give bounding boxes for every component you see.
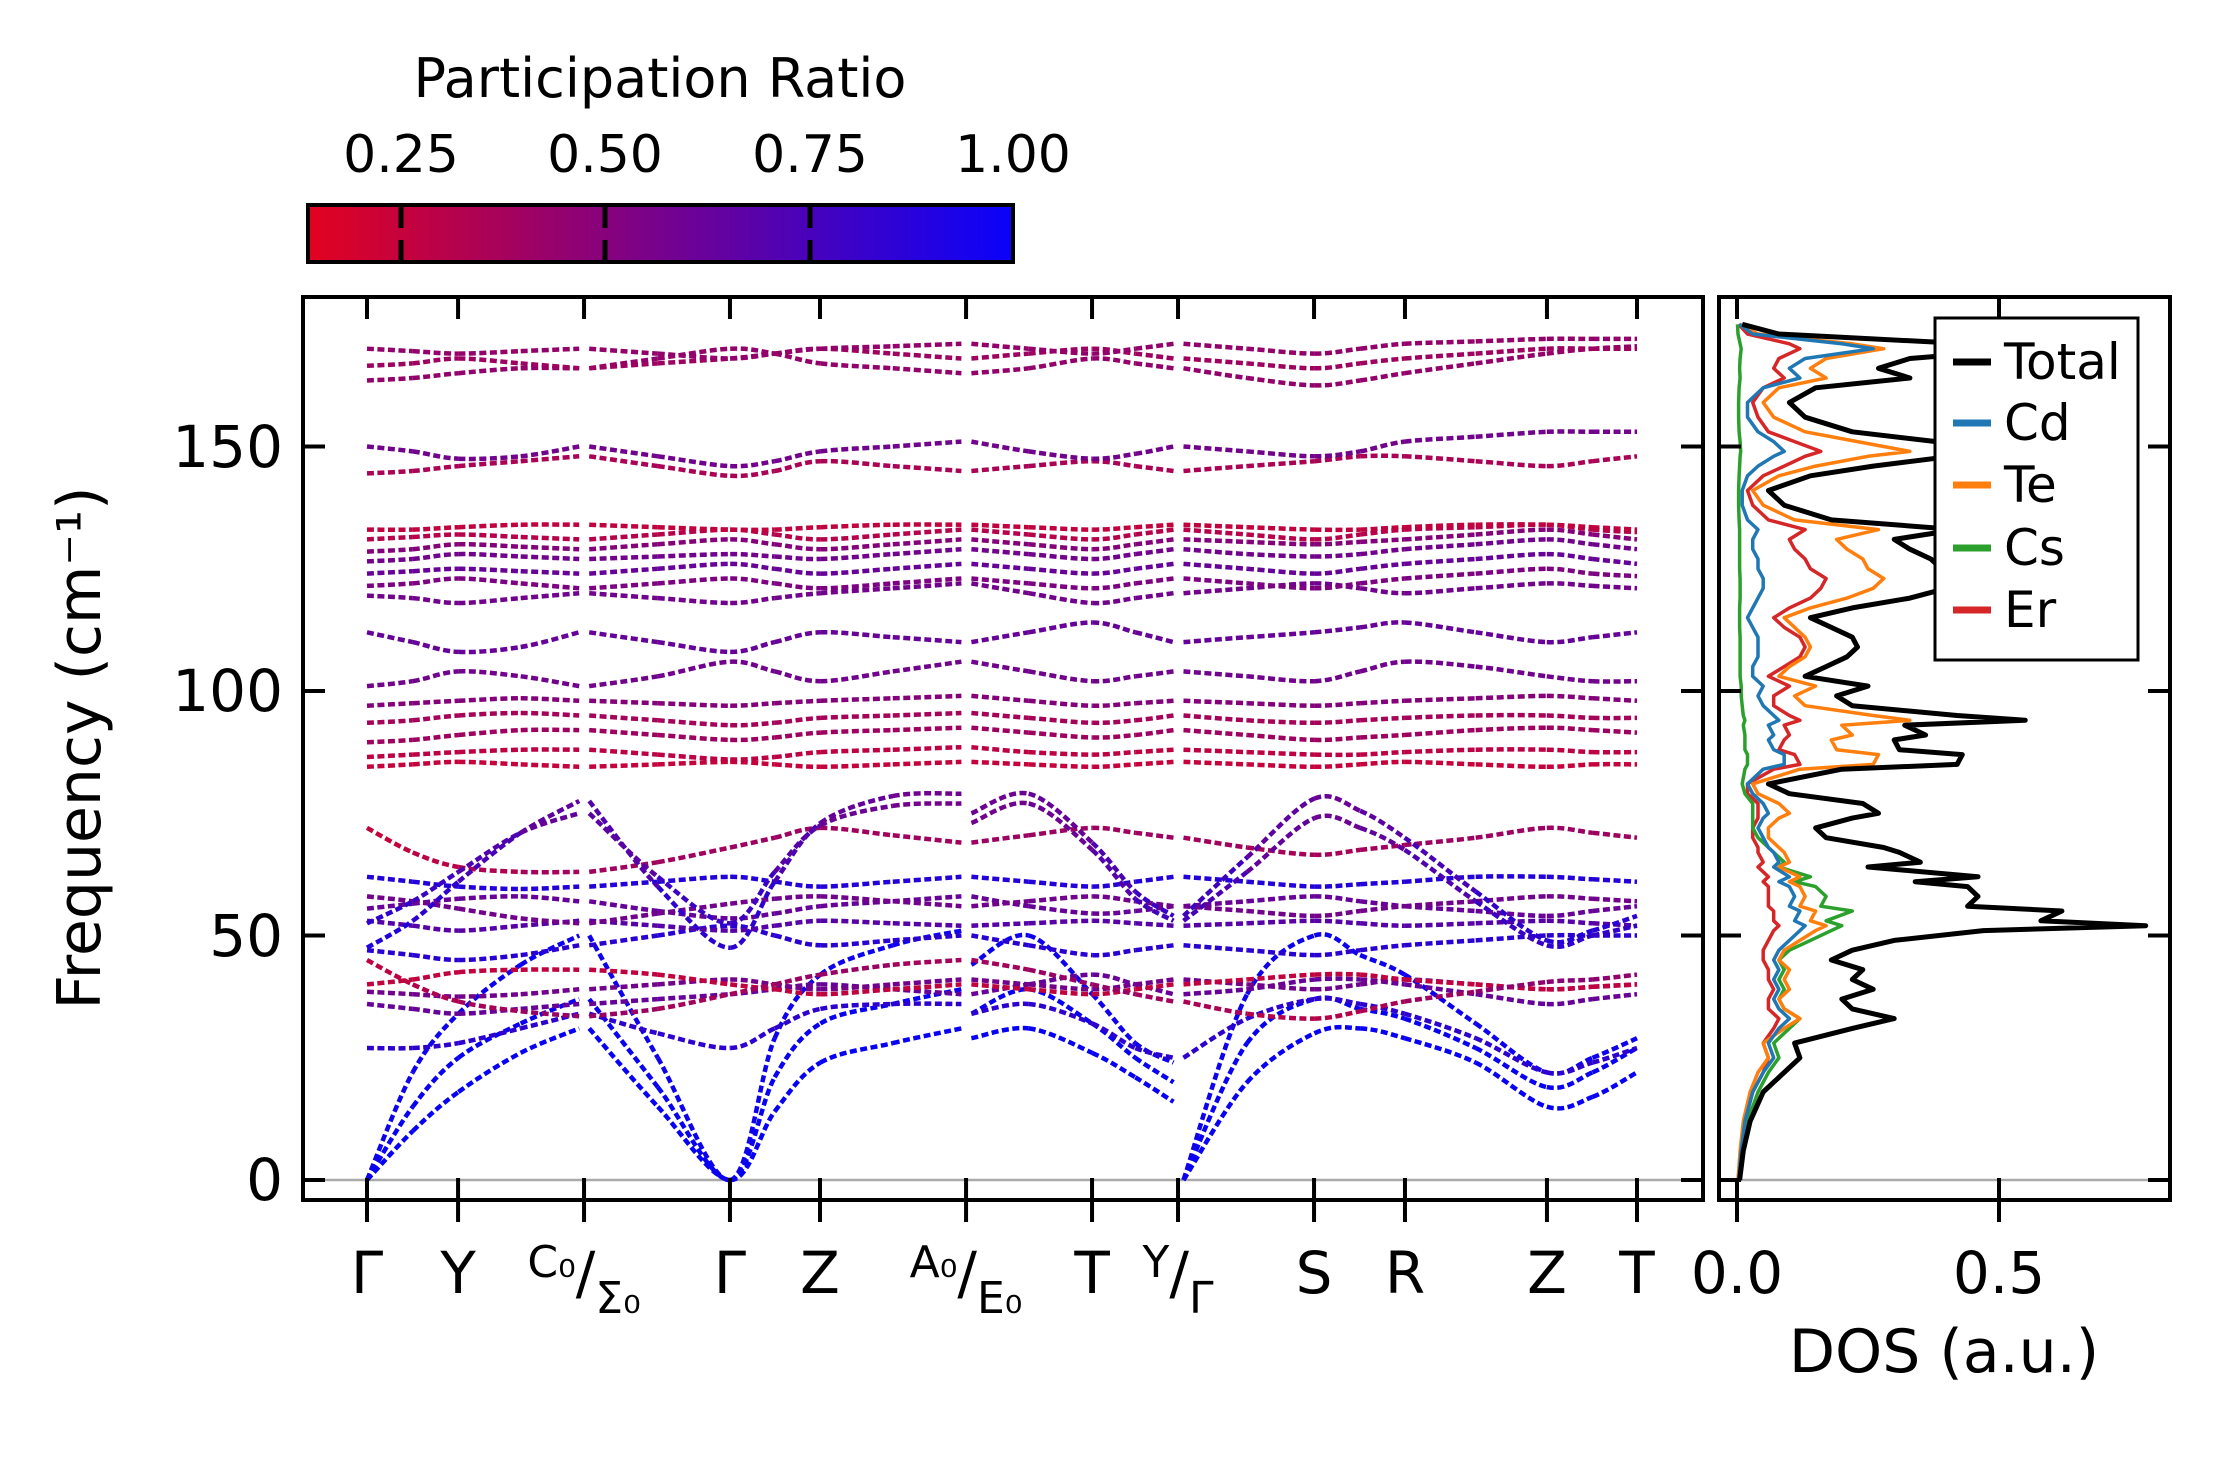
phonon-band-segment: [1593, 879, 1638, 881]
ytick-label: 100: [172, 657, 283, 725]
phonon-band-segment: [1360, 735, 1405, 738]
phonon-band-segment: [1360, 718, 1405, 720]
phonon-band-segment: [730, 738, 775, 740]
phonon-band-segment: [893, 923, 962, 925]
xtick-label: Γ: [351, 1239, 383, 1307]
colorbar-tick-label: 0.75: [752, 125, 868, 185]
phonon-band-segment: [1593, 527, 1638, 529]
phonon-band-segment: [893, 747, 962, 750]
phonon-band-segment: [893, 344, 962, 347]
phonon-band-segment: [730, 723, 775, 725]
phonon-band-segment: [1360, 923, 1405, 925]
legend-label-cd: Cd: [2004, 394, 2071, 452]
phonon-band-segment: [1360, 752, 1405, 755]
phonon-band-segment: [1092, 735, 1135, 738]
legend-label-total: Total: [2003, 333, 2121, 391]
colorbar-title: Participation Ratio: [414, 47, 907, 110]
colorbar-tick-label: 0.50: [547, 125, 663, 185]
phonon-band-segment: [1593, 899, 1638, 902]
phonon-band-segment: [1360, 882, 1405, 885]
phonon-band-segment: [1593, 730, 1638, 733]
colorbar-tick-label: 1.00: [955, 125, 1071, 185]
phonon-band-segment: [893, 728, 962, 730]
phonon-band-segment: [893, 696, 962, 698]
dos-axis-label: DOS (a.u.): [1789, 1317, 2099, 1387]
phonon-band-segment: [730, 554, 775, 556]
ytick-label: 150: [172, 413, 283, 481]
phonon-band-segment: [1593, 586, 1638, 588]
legend-label-cs: Cs: [2004, 519, 2065, 577]
phonon-band-segment: [1092, 527, 1135, 529]
xtick-label: T: [1618, 1239, 1655, 1307]
legend-label-te: Te: [2003, 456, 2057, 514]
phonon-band-segment: [730, 757, 775, 760]
dos-xtick-label: 0.0: [1691, 1239, 1783, 1307]
xtick-label: Z: [800, 1239, 840, 1307]
phonon-band-segment: [1360, 539, 1405, 542]
dos-xtick-label: 0.5: [1953, 1239, 2045, 1307]
phonon-band-segment: [1092, 752, 1135, 755]
phonon-band-segment: [1593, 698, 1638, 701]
phonon-band-segment: [1360, 527, 1405, 529]
phonon-band-segment: [1092, 764, 1135, 766]
phonon-band-segment: [893, 713, 962, 716]
phonon-band-segment: [1360, 762, 1405, 765]
ytick-label: 50: [209, 902, 283, 970]
colorbar-gradient-bar: [308, 205, 1013, 262]
xtick-label: T: [1073, 1239, 1110, 1307]
phonon-band-segment: [1360, 701, 1405, 703]
phonon-band-segment: [893, 762, 962, 765]
xtick-label: S: [1296, 1239, 1333, 1307]
ytick-label: 0: [246, 1146, 283, 1214]
xtick-label: Y: [439, 1239, 476, 1307]
phonon-band-segment: [1593, 984, 1638, 986]
phonon-band-segment: [730, 762, 775, 765]
legend-label-er: Er: [2004, 581, 2057, 639]
xtick-label: Γ: [714, 1239, 746, 1307]
xtick-label: R: [1385, 1239, 1425, 1307]
y-axis-label: Frequency (cm⁻¹): [45, 486, 115, 1009]
xtick-label: Z: [1527, 1239, 1567, 1307]
phonon-band-segment: [1092, 921, 1135, 924]
phonon-band-segment: [1360, 456, 1405, 457]
phonon-band-segment: [1092, 720, 1135, 723]
colorbar-tick-label: 0.25: [343, 125, 459, 185]
phonon-band-segment: [1092, 703, 1135, 706]
phonon-band-segment: [893, 803, 962, 805]
phonon-band-segment: [730, 703, 775, 706]
